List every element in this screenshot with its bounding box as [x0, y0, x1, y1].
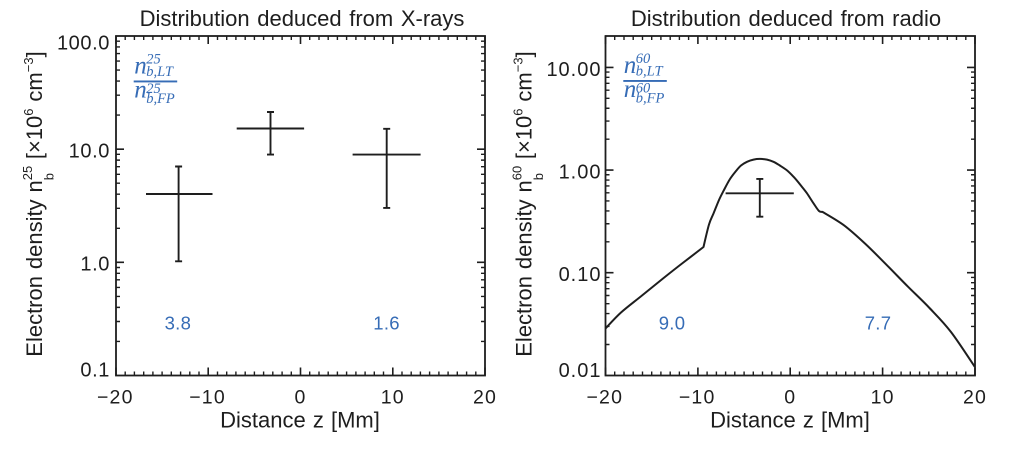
svg-text:Distance z [Mm]: Distance z [Mm] [220, 407, 380, 432]
svg-text:10: 10 [871, 386, 895, 408]
svg-text:60: 60 [636, 51, 651, 67]
svg-text:3.8: 3.8 [165, 313, 192, 334]
svg-text:Distribution deduced from X-ra: Distribution deduced from X-rays [140, 6, 465, 31]
svg-text:0.01: 0.01 [559, 360, 602, 382]
svg-text:b,FP: b,FP [146, 91, 175, 107]
svg-text:60: 60 [636, 80, 651, 96]
svg-text:Distribution deduced from radi: Distribution deduced from radio [631, 6, 941, 31]
svg-text:−20: −20 [586, 386, 623, 408]
svg-text:10.00: 10.00 [546, 59, 601, 81]
svg-text:−10: −10 [679, 386, 716, 408]
svg-text:n: n [134, 52, 147, 79]
svg-text:0.10: 0.10 [559, 264, 602, 286]
svg-text:1.0: 1.0 [80, 254, 110, 276]
svg-text:b,LT: b,LT [146, 64, 174, 80]
svg-text:−10: −10 [189, 386, 226, 408]
svg-text:b,FP: b,FP [636, 91, 665, 107]
svg-text:0: 0 [784, 386, 796, 408]
svg-text:0: 0 [294, 386, 306, 408]
svg-text:Distance z [Mm]: Distance z [Mm] [710, 407, 870, 432]
svg-text:1.6: 1.6 [373, 313, 400, 334]
svg-text:100.0: 100.0 [57, 32, 110, 54]
svg-text:n: n [134, 77, 147, 104]
svg-text:20: 20 [963, 386, 987, 408]
svg-text:10.0: 10.0 [69, 141, 110, 163]
svg-text:−20: −20 [97, 386, 134, 408]
svg-text:25: 25 [146, 81, 161, 97]
svg-text:9.0: 9.0 [659, 313, 686, 334]
svg-text:7.7: 7.7 [865, 313, 892, 334]
svg-text:0.1: 0.1 [80, 360, 110, 382]
svg-text:b,LT: b,LT [636, 64, 664, 80]
svg-text:n: n [624, 52, 637, 79]
svg-text:20: 20 [473, 386, 497, 408]
svg-text:25: 25 [146, 51, 161, 67]
svg-text:1.00: 1.00 [559, 161, 602, 183]
svg-text:10: 10 [381, 386, 405, 408]
svg-text:n: n [624, 76, 637, 103]
